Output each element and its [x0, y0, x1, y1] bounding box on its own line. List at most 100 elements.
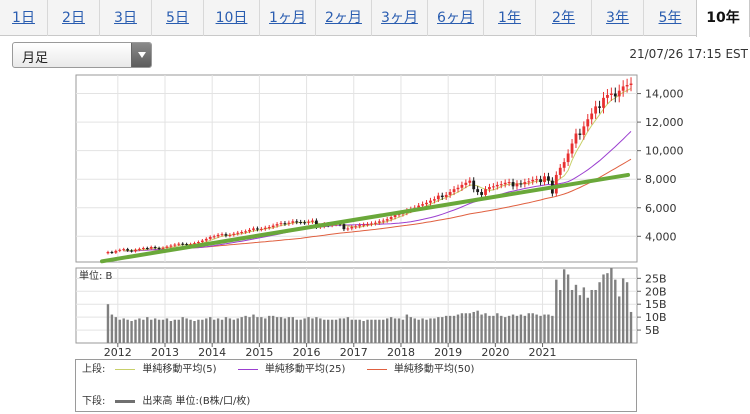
candle-body [460, 184, 464, 188]
tab-3y[interactable]: 3年 [592, 0, 644, 36]
candle-body [228, 234, 232, 236]
candle-body [436, 195, 440, 200]
tab-1d[interactable]: 1日 [0, 0, 48, 36]
volume-bar [193, 321, 196, 343]
volume-bar [299, 319, 302, 343]
candle-body [252, 228, 255, 230]
tab-2d[interactable]: 2日 [48, 0, 100, 36]
x-tick-label: 2021 [529, 346, 557, 359]
volume-bar [378, 319, 381, 343]
candle-body [161, 247, 165, 249]
candle-body [547, 176, 550, 181]
tab-1m[interactable]: 1ヶ月 [260, 0, 316, 36]
candle-body [385, 219, 389, 221]
volume-bar [382, 319, 385, 343]
candle-body [244, 231, 248, 233]
volume-bar [413, 318, 416, 343]
volume-bar [165, 318, 169, 343]
x-tick-label: 2018 [387, 346, 415, 359]
candle-body [153, 247, 157, 249]
candle-body [256, 228, 259, 230]
candle-body [598, 106, 601, 108]
candle-body [165, 246, 169, 248]
interval-select-value: 月足 [22, 51, 49, 66]
volume-bar [271, 315, 275, 343]
candle-body [307, 221, 310, 223]
tab-2m[interactable]: 2ヶ月 [316, 0, 372, 36]
tab-10d[interactable]: 10日 [204, 0, 260, 36]
price-y-tick-label: 14,000 [645, 88, 684, 101]
volume-bar [114, 317, 118, 343]
volume-bar [224, 317, 228, 343]
candle-body [130, 250, 133, 252]
tab-1y[interactable]: 1年 [484, 0, 536, 36]
candle-body [373, 222, 377, 224]
candle-body [138, 248, 141, 250]
price-y-tick-label: 4,000 [645, 230, 677, 243]
volume-bar [189, 319, 192, 343]
candle-body [193, 243, 196, 245]
legend-lower-row: 下段: 出来高 単位:(B株/口/枚) [82, 395, 268, 409]
legend-item-sma25: 単純移動平均(25) [237, 363, 346, 377]
price-y-tick-label: 6,000 [645, 202, 677, 215]
tab-10y[interactable]: 10年 [696, 0, 750, 37]
volume-bar [358, 319, 361, 343]
candle-body [456, 187, 460, 190]
candle-body [432, 199, 436, 201]
volume-bar [264, 318, 267, 343]
candle-body [259, 228, 263, 230]
chevron-down-icon[interactable] [131, 43, 151, 67]
tab-2y[interactable]: 2年 [536, 0, 592, 36]
volume-bar [181, 317, 184, 343]
volume-bar [523, 315, 527, 343]
interval-select[interactable]: 月足 [12, 42, 152, 68]
x-tick-label: 2012 [104, 346, 132, 359]
volume-bar [421, 318, 424, 343]
volume-bar [212, 319, 216, 343]
legend-item-sma25-label: 単純移動平均(25) [264, 364, 346, 375]
timestamp: 21/07/26 17:15 EST [629, 47, 748, 61]
tab-5d[interactable]: 5日 [152, 0, 204, 36]
candle-body [543, 176, 546, 183]
volume-bar [456, 314, 460, 343]
candle-body [106, 252, 110, 254]
volume-y-tick-label: 10B [645, 311, 667, 324]
volume-y-tick-label: 25B [645, 272, 667, 285]
candle-body [173, 244, 177, 246]
volume-bar [283, 318, 287, 343]
volume-bar [539, 315, 542, 343]
volume-bar [370, 319, 373, 343]
volume-bar [562, 269, 566, 343]
tab-6m[interactable]: 6ヶ月 [428, 0, 484, 36]
volume-bar [468, 313, 471, 343]
tab-3d[interactable]: 3日 [100, 0, 152, 36]
candle-body [114, 250, 118, 253]
candle-body [621, 86, 625, 91]
candle-body [350, 227, 354, 229]
volume-bar [232, 319, 236, 343]
volume-bar [409, 317, 412, 343]
volume-y-tick-label: 20B [645, 285, 667, 298]
tab-3m[interactable]: 3ヶ月 [372, 0, 428, 36]
x-tick-label: 2014 [198, 346, 226, 359]
candle-body [275, 224, 279, 226]
volume-bar [275, 317, 279, 343]
candle-body [578, 133, 582, 135]
volume-bar [472, 311, 475, 343]
legend-upper-label: 上段: [82, 364, 106, 375]
x-tick-label: 2017 [340, 346, 368, 359]
volume-bar [366, 319, 369, 343]
candle-body [110, 252, 114, 254]
candle-body [377, 221, 381, 223]
volume-bar [201, 319, 204, 343]
candle-body [145, 248, 149, 250]
candle-body [429, 200, 432, 203]
volume-bar [610, 268, 613, 343]
candle-body [476, 189, 480, 193]
volume-bar [480, 314, 483, 343]
legend-item-sma5: 単純移動平均(5) [115, 363, 217, 377]
volume-bar [161, 319, 165, 343]
volume-bar [342, 318, 346, 343]
tab-5y[interactable]: 5年 [658, 10, 682, 26]
